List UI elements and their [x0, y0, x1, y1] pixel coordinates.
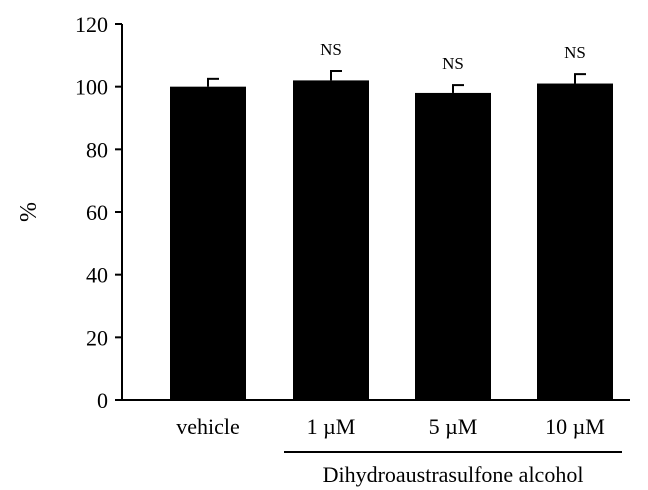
y-tick-label: 100	[75, 75, 108, 100]
y-tick-label: 20	[86, 325, 108, 350]
x-tick-label: vehicle	[176, 414, 240, 439]
y-tick-label: 80	[86, 137, 108, 162]
y-axis-title: %	[16, 202, 42, 222]
x-axis-labels: vehicle 1 µM 5 µM 10 µM	[176, 414, 605, 439]
x-tick-label: 10 µM	[545, 414, 605, 439]
x-tick-label: 5 µM	[429, 414, 478, 439]
bar	[293, 80, 369, 401]
y-tick-label: 0	[97, 388, 108, 413]
significance-label: NS	[442, 54, 464, 73]
y-tick-label: 40	[86, 263, 108, 288]
significance-label: NS	[320, 40, 342, 59]
bar	[537, 83, 613, 401]
group-label: Dihydroaustrasulfone alcohol	[323, 462, 584, 487]
bar	[170, 86, 246, 401]
significance-label: NS	[564, 43, 586, 62]
bars: NS NS NS	[170, 40, 613, 401]
x-tick-label: 1 µM	[307, 414, 356, 439]
y-tick-label: 60	[86, 200, 108, 225]
y-tick-label: 120	[75, 12, 108, 37]
bar	[415, 92, 491, 400]
